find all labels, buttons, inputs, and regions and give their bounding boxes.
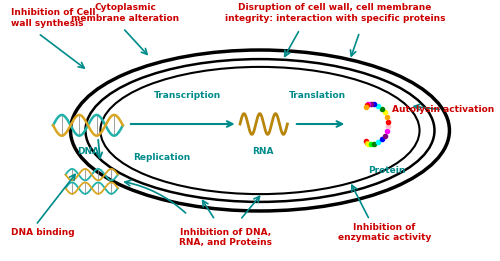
Text: Inhibition of Cell
wall synthesis: Inhibition of Cell wall synthesis [10, 9, 95, 28]
Text: Transcription: Transcription [154, 91, 222, 100]
Text: RNA: RNA [252, 147, 273, 156]
Text: Disruption of cell wall, cell membrane
integrity: interaction with specific prot: Disruption of cell wall, cell membrane i… [224, 3, 445, 23]
Text: Inhibition of
enzymatic activity: Inhibition of enzymatic activity [338, 223, 432, 242]
Text: DNA binding: DNA binding [10, 228, 74, 237]
Text: Autolysin activation: Autolysin activation [392, 105, 494, 114]
Text: Protein: Protein [368, 165, 406, 175]
Text: Replication: Replication [133, 153, 190, 162]
Text: Cytoplasmic
membrane alteration: Cytoplasmic membrane alteration [72, 3, 180, 23]
Text: DNA: DNA [77, 147, 99, 156]
Text: Translation: Translation [289, 91, 346, 100]
Text: Inhibition of DNA,
RNA, and Proteins: Inhibition of DNA, RNA, and Proteins [178, 228, 272, 247]
